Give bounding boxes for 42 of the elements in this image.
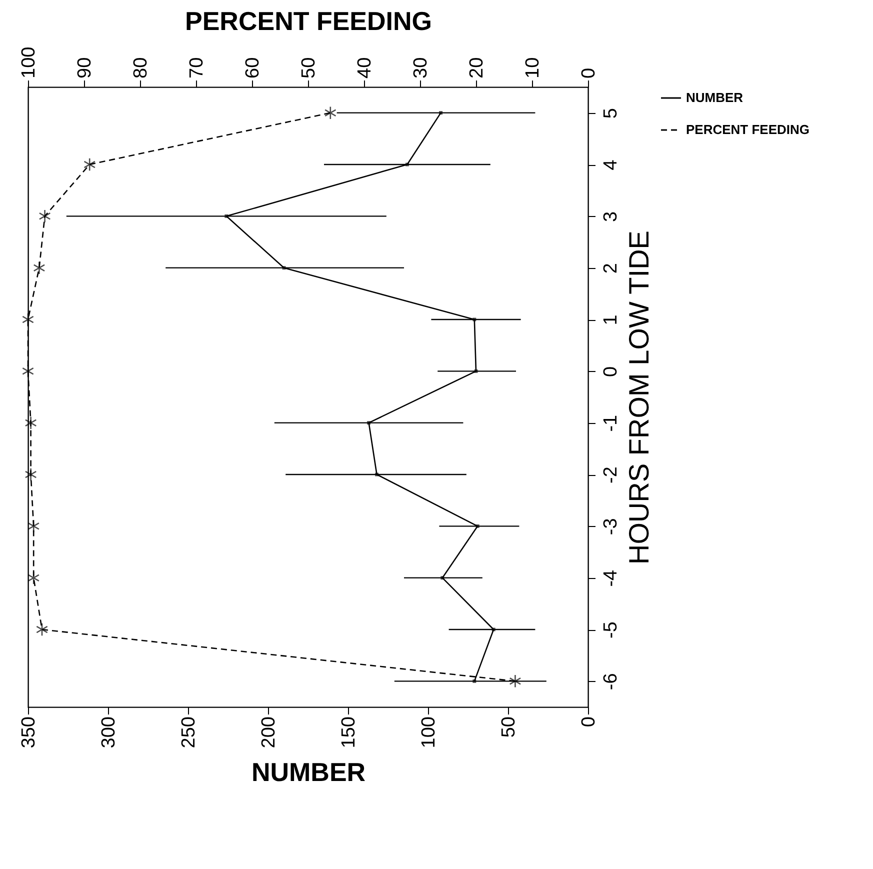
y-tick-label: -4 [600, 569, 622, 587]
x-axis-title: NUMBER [251, 757, 366, 788]
x2-axis-title: PERCENT FEEDING [184, 6, 432, 36]
point [472, 679, 476, 683]
y-tick-label: -2 [600, 466, 622, 484]
x2-tick-label: 40 [354, 57, 376, 78]
x-tick-label: 300 [98, 716, 120, 748]
y-tick-label: -5 [600, 622, 622, 638]
point [367, 421, 371, 425]
y-tick-label: 0 [600, 366, 622, 377]
y-tick-label: 1 [600, 314, 622, 326]
point [476, 524, 480, 528]
x-tick-label: 350 [18, 716, 40, 748]
x-tick-label: 150 [338, 716, 360, 748]
x-tick-label: 0 [578, 716, 600, 728]
x-tick-label: 200 [258, 716, 280, 748]
x2-tick-label: 100 [18, 46, 40, 78]
y-tick-label: -3 [600, 518, 622, 536]
x2-tick-label: 30 [410, 57, 432, 78]
x-tick-label: 100 [418, 716, 440, 748]
x2-tick-label: 70 [186, 57, 208, 78]
point [440, 576, 444, 580]
legend-label: NUMBER [686, 90, 744, 105]
point [439, 111, 443, 115]
y-axis-title: HOURS FROM LOW TIDE [624, 230, 654, 564]
y-tick-label: 3 [600, 211, 622, 222]
y-tick-label: 2 [600, 263, 622, 274]
x-tick-label: 50 [498, 716, 520, 738]
x2-tick-label: 90 [74, 57, 96, 78]
y-tick-label: -1 [600, 414, 622, 432]
x2-tick-label: 10 [522, 57, 544, 78]
y-tick-label: -6 [600, 673, 622, 690]
x-tick-label: 250 [178, 716, 200, 748]
x2-tick-label: 60 [242, 57, 264, 78]
legend-label: PERCENT FEEDING [686, 122, 810, 137]
point [224, 214, 228, 218]
x2-tick-label: 20 [466, 57, 488, 78]
x2-tick-label: 80 [130, 57, 152, 78]
y-tick-label: 5 [600, 108, 622, 119]
x2-tick-label: 50 [298, 57, 320, 78]
x2-tick-label: 0 [578, 68, 600, 78]
y-tick-label: 4 [600, 159, 622, 170]
